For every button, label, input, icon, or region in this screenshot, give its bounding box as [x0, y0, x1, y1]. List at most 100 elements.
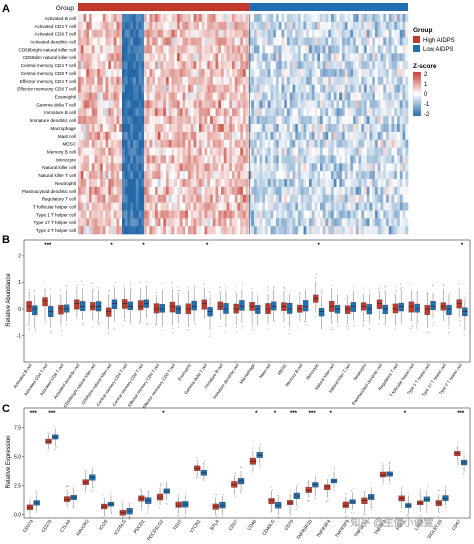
heatmap-cell [256, 69, 260, 78]
heatmap-cell [347, 155, 351, 164]
heatmap-cell [122, 139, 126, 148]
heatmap-cell [179, 186, 183, 196]
heatmap-cell [91, 37, 95, 46]
heatmap-cell [111, 226, 115, 235]
heatmap-cell [303, 163, 307, 172]
heatmap-cell [322, 116, 326, 125]
heatmap-cell [89, 202, 93, 211]
heatmap-cell [309, 84, 313, 93]
heatmap-cell [152, 14, 156, 23]
heatmap-cell [251, 163, 255, 172]
heatmap-cell [229, 37, 233, 46]
heatmap-cell [259, 108, 263, 117]
heatmap-cell [135, 100, 139, 109]
heatmap-cell [254, 171, 258, 180]
heatmap-cell [369, 131, 373, 141]
box-outlier [290, 513, 292, 515]
heatmap-cell [133, 61, 137, 70]
x-tick-label: TIGIT [172, 519, 183, 532]
heatmap-cell [108, 92, 112, 101]
heatmap-cell [328, 37, 332, 46]
heatmap-cell [254, 37, 258, 46]
heatmap-cell [397, 21, 401, 31]
heatmap-cell [322, 131, 326, 141]
heatmap-cell [124, 14, 128, 23]
box-outlier [178, 493, 180, 495]
box-outlier [225, 287, 227, 289]
heatmap-cell [388, 14, 392, 23]
heatmap-row-label: Neutrophil [55, 181, 76, 186]
heatmap-cell [210, 116, 214, 125]
heatmap-cell [388, 76, 392, 86]
heatmap-cell [383, 37, 387, 46]
heatmap-cell [306, 69, 310, 78]
heatmap-cell [221, 76, 225, 86]
heatmap-cell [361, 179, 365, 188]
heatmap-cell [190, 108, 194, 117]
heatmap-cell [199, 163, 203, 172]
heatmap-cell [226, 179, 230, 188]
heatmap-cell [130, 131, 134, 141]
heatmap-cell [174, 210, 178, 219]
heatmap-cell [240, 100, 244, 109]
box-outlier [48, 433, 50, 435]
heatmap-cell [380, 179, 384, 188]
heatmap-cell [273, 163, 277, 172]
heatmap-cell [300, 84, 304, 93]
heatmap-cell [130, 37, 134, 46]
heatmap-cell [254, 76, 258, 86]
heatmap-cell [149, 163, 153, 172]
heatmap-cell [256, 92, 260, 101]
heatmap-cell [226, 100, 230, 109]
heatmap-cell [405, 14, 409, 23]
heatmap-cell [146, 179, 150, 188]
heatmap-cell [369, 124, 373, 133]
panel-c-ylabel: Relative Expression [6, 435, 12, 488]
heatmap-cell [100, 155, 104, 164]
heatmap-cell [289, 171, 293, 180]
heatmap-cell [223, 92, 227, 101]
heatmap-cell [133, 147, 137, 156]
heatmap-cell [372, 92, 376, 101]
heatmap-cell [289, 124, 293, 133]
heatmap-cell [342, 108, 346, 117]
heatmap-cell [190, 84, 194, 93]
heatmap-cell [375, 202, 379, 211]
heatmap-cell [210, 108, 214, 117]
heatmap-cell [405, 76, 409, 86]
heatmap-cell [226, 61, 230, 70]
heatmap-cell [281, 37, 285, 46]
heatmap-cell [281, 92, 285, 101]
heatmap-cell [350, 218, 354, 227]
heatmap-cell [163, 186, 167, 196]
heatmap-cell [141, 37, 145, 46]
heatmap-cell [388, 29, 392, 38]
heatmap-cell [130, 171, 134, 180]
heatmap-cell [149, 218, 153, 227]
heatmap-cell [243, 76, 247, 86]
heatmap-cell [361, 218, 365, 227]
heatmap-cell [86, 210, 90, 219]
heatmap-cell [108, 147, 112, 156]
heatmap-cell [361, 155, 365, 164]
heatmap-cell [91, 92, 95, 101]
heatmap-cell [97, 194, 101, 203]
heatmap-cell [369, 108, 373, 117]
heatmap-cell [375, 84, 379, 93]
heatmap-cell [383, 186, 387, 196]
heatmap-cell [226, 84, 230, 93]
box-outlier [463, 452, 465, 454]
heatmap-cell [394, 116, 398, 125]
heatmap-cell [234, 179, 238, 188]
heatmap-cell [179, 53, 183, 62]
heatmap-cell [122, 131, 126, 141]
heatmap-cell [138, 92, 142, 101]
heatmap-cell [221, 163, 225, 172]
heatmap-cell [127, 69, 131, 78]
heatmap-cell [138, 226, 142, 235]
heatmap-cell [336, 92, 340, 101]
heatmap-cell [166, 226, 170, 235]
heatmap-cell [303, 53, 307, 62]
heatmap-cell [226, 186, 230, 196]
heatmap-cell [127, 163, 131, 172]
